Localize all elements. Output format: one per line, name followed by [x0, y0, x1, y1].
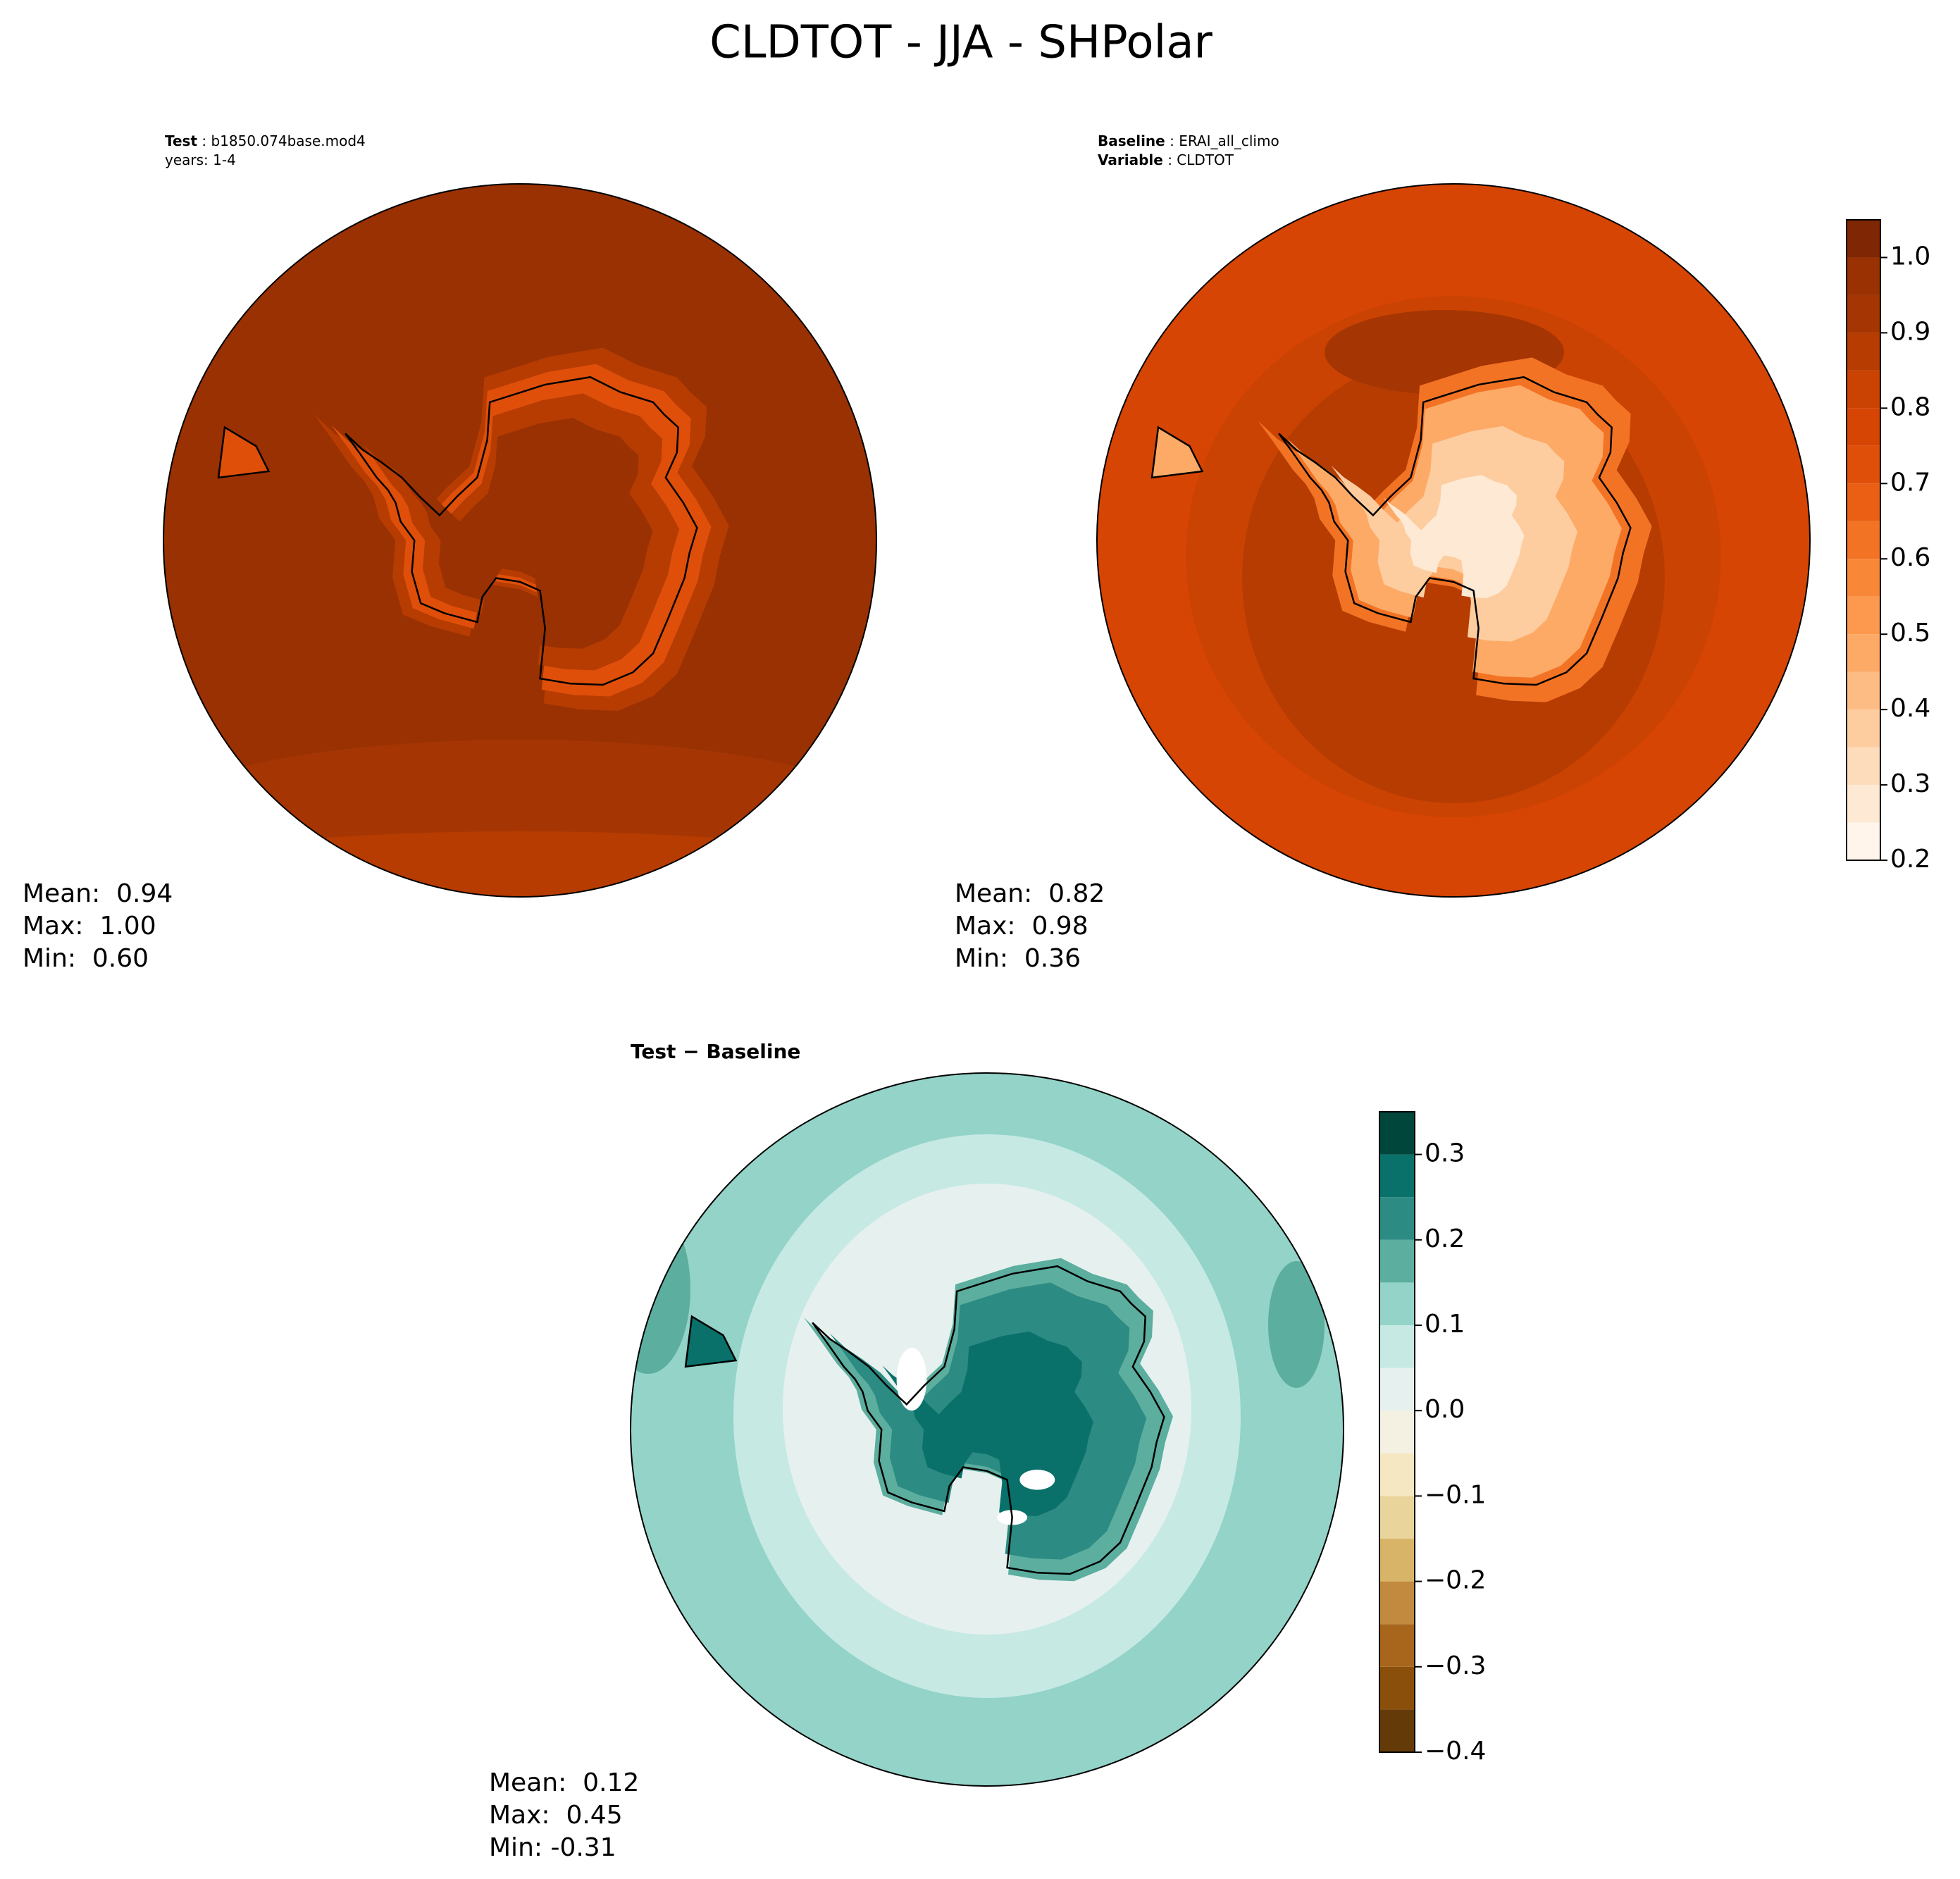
stat: Mean: 0.94	[23, 879, 173, 908]
map-frame	[163, 183, 877, 898]
colorbar-tick-label: 0.0	[1425, 1395, 1465, 1424]
colorbar-tick-label: −0.1	[1425, 1480, 1486, 1509]
colorbar-tick-label: 0.7	[1890, 468, 1930, 497]
colorbar-segment	[1379, 1239, 1415, 1283]
colorbar-segment	[1379, 1410, 1415, 1453]
colorbar-segment	[1379, 1197, 1415, 1240]
colorbar-segment	[1847, 822, 1880, 860]
figure-title: CLDTOT - JJA - SHPolar	[709, 17, 1212, 69]
stat: Min: -0.31	[489, 1833, 616, 1862]
colorbar-segment	[1847, 220, 1880, 258]
header-text: years: 1-4	[165, 151, 236, 168]
panel-header: years: 1-4	[165, 151, 236, 168]
colorbar-segment	[1379, 1709, 1415, 1752]
header-text: : b1850.074base.mod4	[197, 132, 366, 149]
colorbar-tick-label: 0.2	[1425, 1224, 1465, 1253]
colorbar-tick-label: 0.6	[1890, 543, 1930, 572]
colorbar-segment	[1379, 1581, 1415, 1625]
colorbar-segment	[1847, 483, 1880, 521]
stat: Mean: 0.82	[955, 879, 1105, 908]
colorbar-segment	[1847, 747, 1880, 786]
header-label: Baseline	[1098, 132, 1165, 149]
colorbar-frame	[1846, 219, 1881, 861]
panel-header: Test : b1850.074base.mod4	[165, 132, 366, 149]
colorbar-segment	[1379, 1282, 1415, 1325]
map-difference	[631, 1073, 1344, 1786]
colorbar-segment	[1847, 370, 1880, 409]
panel-header: Variable : CLDTOT	[1098, 151, 1234, 168]
colorbar-tick-label: 0.4	[1890, 694, 1930, 723]
colorbar-segment	[1847, 333, 1880, 371]
colorbar-segment	[1847, 709, 1880, 748]
colorbar-tick-label: 0.8	[1890, 392, 1930, 421]
colorbar-segment	[1379, 1112, 1415, 1155]
panel-title: Test − Baseline	[631, 1040, 800, 1063]
panel-header: Baseline : ERAI_all_climo	[1098, 132, 1279, 149]
colorbar-tick-label: 0.2	[1890, 845, 1930, 874]
stat: Max: 1.00	[23, 912, 156, 941]
colorbar-segment	[1847, 785, 1880, 823]
colorbar-tick-label: 0.3	[1890, 769, 1930, 798]
stat: Mean: 0.12	[489, 1768, 639, 1797]
stat: Min: 0.36	[955, 944, 1081, 973]
colorbar-tick-label: 0.5	[1890, 619, 1930, 647]
colorbar-segment	[1379, 1666, 1415, 1710]
colorbar-frame	[1379, 1111, 1415, 1753]
colorbar-segment	[1847, 445, 1880, 484]
colorbar-segment	[1379, 1496, 1415, 1539]
colorbar-segment	[1847, 257, 1880, 295]
colorbar-tick-label: −0.3	[1425, 1651, 1486, 1680]
colorbar-segment	[1847, 521, 1880, 559]
colorbar-segment	[1379, 1624, 1415, 1667]
header-label: Variable	[1098, 151, 1163, 168]
map-frame	[630, 1072, 1344, 1787]
colorbar-segment	[1379, 1539, 1415, 1582]
header-text: : ERAI_all_climo	[1165, 132, 1279, 149]
colorbar-segment	[1847, 294, 1880, 333]
header-text: : CLDTOT	[1163, 151, 1234, 168]
stat: Min: 0.60	[23, 944, 149, 973]
colorbar-tick-label: 0.9	[1890, 317, 1930, 346]
colorbar-segment	[1847, 559, 1880, 597]
map-frame	[1096, 183, 1811, 898]
colorbar-segment	[1379, 1453, 1415, 1496]
colorbar-segment	[1847, 671, 1880, 710]
header-label: Test	[165, 132, 197, 149]
colorbar-tick-label: 0.1	[1425, 1310, 1465, 1339]
map-baseline	[1097, 184, 1810, 897]
colorbar-tick-label: −0.2	[1425, 1566, 1486, 1595]
stat: Max: 0.45	[489, 1801, 623, 1830]
colorbar-tick-label: 1.0	[1890, 242, 1930, 271]
colorbar-tick-label: 0.3	[1425, 1139, 1465, 1168]
colorbar-segment	[1847, 408, 1880, 446]
colorbar-segment	[1379, 1154, 1415, 1198]
stat: Max: 0.98	[955, 912, 1088, 941]
colorbar-segment	[1379, 1368, 1415, 1411]
colorbar-segment	[1847, 634, 1880, 672]
colorbar-segment	[1379, 1325, 1415, 1368]
colorbar-tick-label: −0.4	[1425, 1737, 1486, 1766]
colorbar-segment	[1847, 596, 1880, 635]
